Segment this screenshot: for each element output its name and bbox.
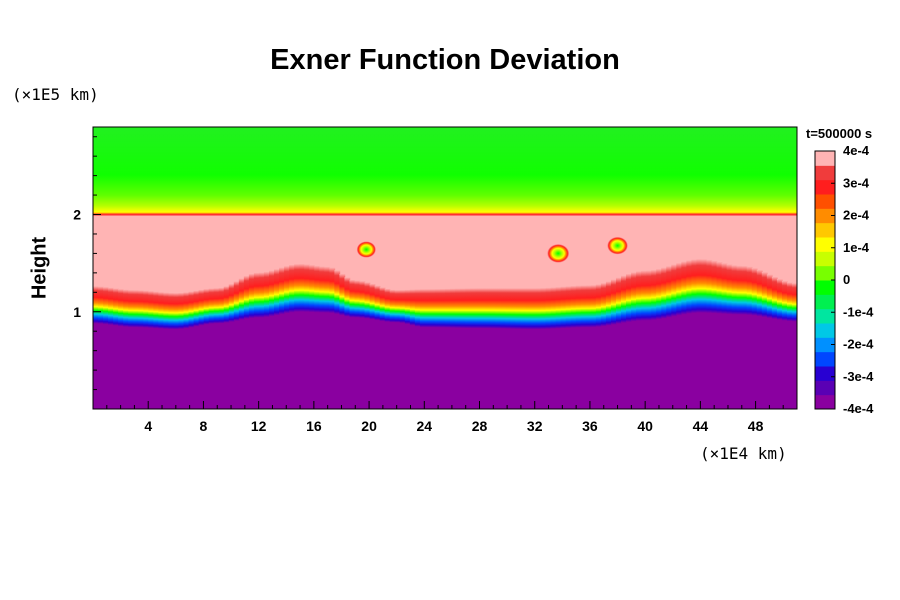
colorbar-swatch — [815, 308, 835, 324]
colorbar-swatch — [815, 380, 835, 396]
colorbar-swatch — [815, 280, 835, 295]
y-tick-label: 1 — [73, 304, 81, 320]
colorbar: 4e-4 3e-4 2e-4 1e-4 0 -1e-4 -2e-4 -3e-4 -4e-4 — [814, 143, 874, 416]
x-tick-label: 36 — [582, 418, 598, 434]
colorbar-swatch — [815, 294, 835, 310]
x-tick-label: 16 — [306, 418, 322, 434]
colorbar-tick-label: 0 — [843, 272, 850, 287]
chart-title: Exner Function Deviation — [270, 44, 620, 76]
colorbar-swatch — [815, 237, 835, 252]
blob-2 — [547, 244, 570, 263]
colorbar-swatch — [815, 194, 835, 209]
x-tick-label: 48 — [748, 418, 764, 434]
colorbar-swatch — [815, 251, 835, 267]
colorbar-swatch — [815, 265, 835, 281]
colorbar-swatch — [815, 151, 835, 166]
y-axis-unit: (×1E5 km) — [12, 85, 99, 104]
time-label: t=500000 s — [806, 126, 873, 141]
colorbar-swatch — [815, 222, 835, 238]
colorbar-tick-label: -2e-4 — [843, 337, 874, 352]
x-tick-label: 40 — [637, 418, 653, 434]
colorbar-tick-label: 3e-4 — [843, 175, 870, 190]
colorbar-tick-label: 4e-4 — [843, 143, 870, 158]
plot-area — [93, 127, 797, 409]
x-tick-label: 12 — [251, 418, 267, 434]
interface-band — [93, 258, 797, 330]
colorbar-swatch — [815, 394, 835, 410]
blob-3 — [607, 236, 628, 255]
upper-interface-line — [93, 213, 797, 216]
colorbar-tick-label: -3e-4 — [843, 369, 874, 384]
x-tick-label: 32 — [527, 418, 543, 434]
colorbar-swatch — [815, 165, 835, 181]
x-tick-label: 24 — [417, 418, 433, 434]
colorbar-swatch — [815, 208, 835, 224]
x-tick-label: 4 — [144, 418, 152, 434]
x-tick-label: 8 — [200, 418, 208, 434]
colorbar-tick-label: 2e-4 — [843, 208, 870, 223]
colorbar-swatch — [815, 179, 835, 195]
y-tick-label: 2 — [73, 207, 81, 223]
colorbar-tick-label: -1e-4 — [843, 304, 874, 319]
colorbar-swatch — [815, 337, 835, 353]
colorbar-tick-label: 1e-4 — [843, 240, 870, 255]
blob-1 — [356, 241, 376, 258]
colorbar-tick-label: -4e-4 — [843, 401, 874, 416]
colorbar-swatch — [815, 323, 835, 338]
x-tick-label: 28 — [472, 418, 488, 434]
upper-region — [93, 127, 797, 215]
colorbar-swatch — [815, 366, 835, 381]
plot-frame — [92, 126, 798, 410]
x-tick-label: 20 — [361, 418, 377, 434]
x-tick-label: 44 — [693, 418, 709, 434]
x-axis-unit: (×1E4 km) — [700, 444, 787, 463]
colorbar-swatch — [815, 351, 835, 367]
